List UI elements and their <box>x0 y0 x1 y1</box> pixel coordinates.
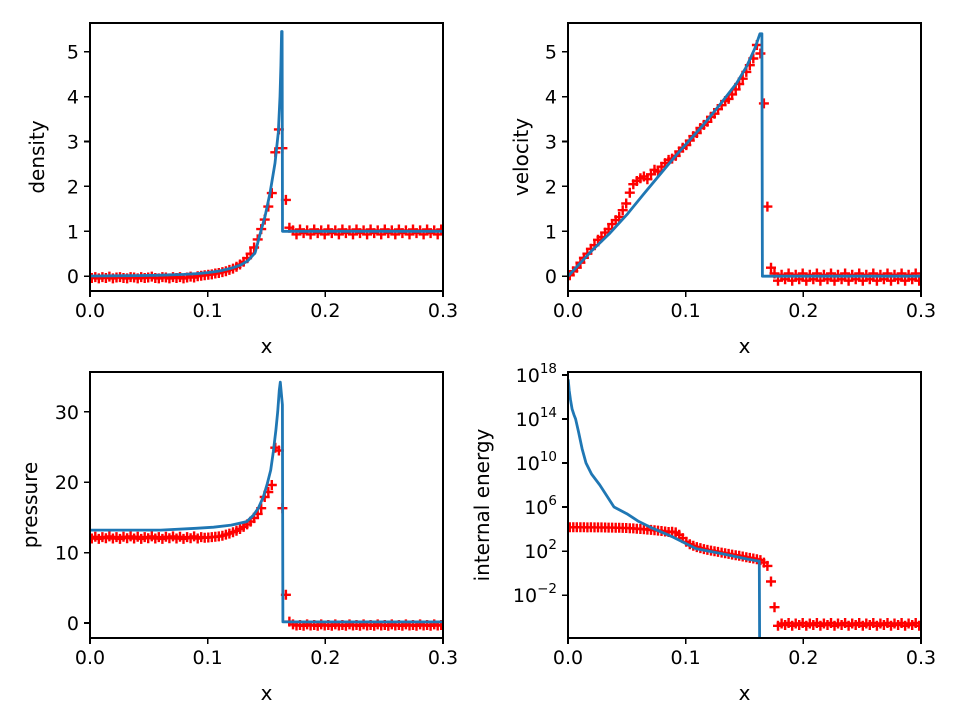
pressure-y-axis-label: pressure <box>18 462 42 548</box>
internal_energy-simulation-markers <box>568 522 921 631</box>
pressure-simulation-markers <box>90 442 443 631</box>
velocity-x-tick-label: 0.3 <box>906 300 936 322</box>
velocity-y-axis-label: velocity <box>509 118 533 196</box>
density-x-tick-label: 0.2 <box>310 300 340 322</box>
velocity-panel: 0.0 0.1 0.2 0.3 0 1 2 3 4 5 x velocity <box>509 22 936 358</box>
density-axes-spines <box>89 22 444 292</box>
pressure-x-tick-label: 0.3 <box>428 647 458 669</box>
velocity-x-tick-label: 0.0 <box>553 300 583 322</box>
internal_energy-tick-marks <box>562 374 922 644</box>
density-y-tick-label: 0 <box>67 266 79 288</box>
internal_energy-y-axis-label: internal energy <box>470 428 494 581</box>
internal_energy-axes-spines <box>567 371 922 639</box>
internal_energy-y-tick-label: 10−2 <box>513 581 557 607</box>
pressure-y-tick-label: 30 <box>55 402 79 424</box>
internal_energy-y-tick-label: 1010 <box>516 449 557 475</box>
internal_energy-panel: 0.0 0.1 0.2 0.3 10−2 102 106 1010 1014 1018 x inter… <box>470 361 936 705</box>
density-panel: 0.0 0.1 0.2 0.3 0 1 2 3 4 5 x density <box>25 22 458 358</box>
pressure-y-tick-label: 0 <box>67 613 79 635</box>
pressure-tick-marks <box>84 411 444 644</box>
pressure-y-tick-label: 20 <box>55 472 79 494</box>
internal_energy-x-tick-label: 0.2 <box>788 647 818 669</box>
velocity-x-tick-label: 0.2 <box>788 300 818 322</box>
pressure-panel: 0.0 0.1 0.2 0.3 0 10 20 30 x pressure <box>18 371 458 705</box>
density-y-tick-label: 2 <box>67 176 79 198</box>
internal_energy-y-tick-label: 106 <box>524 493 557 519</box>
density-x-tick-label: 0.3 <box>428 300 458 322</box>
internal_energy-x-tick-label: 0.0 <box>553 647 583 669</box>
density-tick-marks <box>84 50 444 297</box>
density-y-tick-label: 4 <box>67 87 79 109</box>
density-y-axis-label: density <box>25 120 49 193</box>
internal_energy-x-tick-label: 0.3 <box>906 647 936 669</box>
velocity-y-tick-label: 2 <box>545 176 557 198</box>
density-x-tick-label: 0.0 <box>75 300 105 322</box>
density-y-tick-label: 5 <box>67 42 79 64</box>
velocity-x-tick-label: 0.1 <box>671 300 701 322</box>
internal_energy-x-axis-label: x <box>739 681 751 705</box>
velocity-y-tick-label: 1 <box>545 221 557 243</box>
internal_energy-analytic-line <box>568 379 762 638</box>
density-x-axis-label: x <box>261 334 273 358</box>
velocity-analytic-line <box>568 32 921 278</box>
pressure-analytic-line <box>90 380 443 624</box>
velocity-x-axis-label: x <box>739 334 751 358</box>
velocity-y-tick-label: 5 <box>545 42 557 64</box>
internal_energy-x-tick-label: 0.1 <box>671 647 701 669</box>
velocity-y-tick-label: 4 <box>545 87 557 109</box>
velocity-simulation-markers <box>568 40 921 286</box>
pressure-axes-spines <box>89 371 444 639</box>
density-analytic-line <box>90 30 443 278</box>
internal_energy-y-tick-label: 1014 <box>516 405 557 431</box>
pressure-y-tick-label: 10 <box>55 543 79 565</box>
density-y-tick-label: 3 <box>67 132 79 154</box>
pressure-x-tick-label: 0.2 <box>310 647 340 669</box>
pressure-x-tick-label: 0.0 <box>75 647 105 669</box>
density-x-tick-label: 0.1 <box>193 300 223 322</box>
velocity-axes-spines <box>567 22 922 292</box>
internal_energy-y-tick-label: 1018 <box>516 361 557 387</box>
pressure-x-tick-label: 0.1 <box>193 647 223 669</box>
velocity-y-tick-label: 0 <box>545 266 557 288</box>
density-y-tick-label: 1 <box>67 221 79 243</box>
velocity-tick-marks <box>562 50 922 297</box>
velocity-y-tick-label: 3 <box>545 132 557 154</box>
internal_energy-y-tick-label: 102 <box>524 537 557 563</box>
pressure-x-axis-label: x <box>261 681 273 705</box>
